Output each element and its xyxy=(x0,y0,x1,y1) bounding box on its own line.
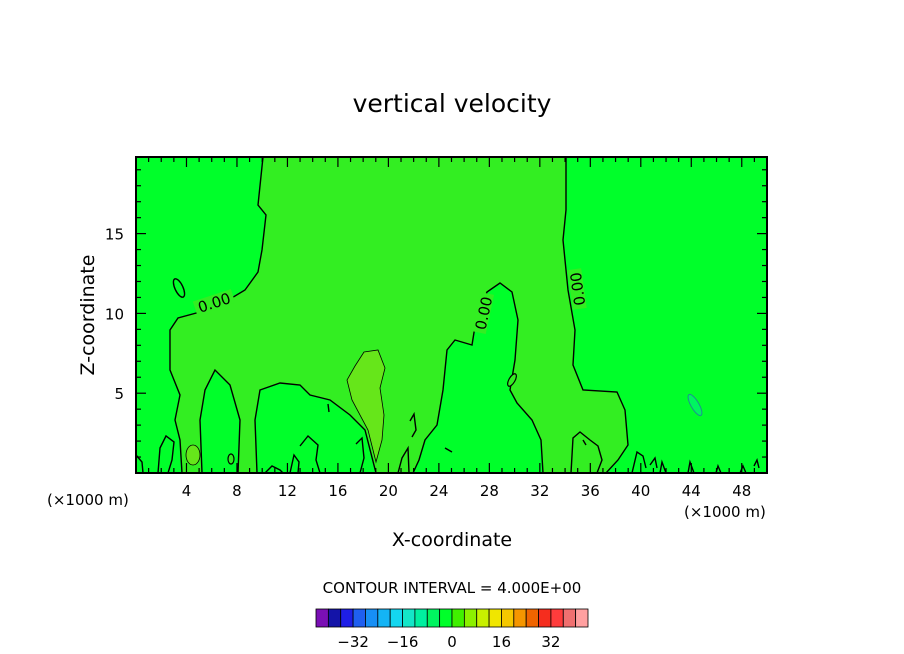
small-contour xyxy=(227,453,235,465)
colorbar-swatch xyxy=(476,608,490,628)
contour-label: 0.00 xyxy=(567,271,589,307)
small-contour xyxy=(507,373,517,387)
colorbar-swatch xyxy=(377,608,391,628)
colorbar-swatch xyxy=(340,608,354,628)
colorbar-swatch xyxy=(402,608,416,628)
small-contour xyxy=(185,444,201,466)
x-tick-label: 4 xyxy=(182,482,192,500)
colorbar-swatch xyxy=(451,608,465,628)
x-tick-label: 28 xyxy=(480,482,499,500)
plot-area: 0.00 0.00 0.00 xyxy=(136,157,767,473)
colorbar-swatch xyxy=(327,608,342,628)
colorbar-swatch xyxy=(352,608,366,628)
colorbar-swatch xyxy=(426,608,441,628)
colorbar-tick-label: 0 xyxy=(447,633,457,651)
chart-title: vertical velocity xyxy=(353,89,552,118)
x-tick-label: 12 xyxy=(278,482,297,500)
x-tick-label: 44 xyxy=(682,482,701,500)
positive-region xyxy=(169,157,629,473)
x-tick-label: 8 xyxy=(232,482,242,500)
surface-contours xyxy=(136,403,760,473)
positive-core xyxy=(346,349,386,464)
colorbar-tick-label: −16 xyxy=(387,633,419,651)
colorbar-labels: −32 −16 0 16 32 xyxy=(337,633,560,651)
colorbar-swatch xyxy=(513,608,527,628)
y-tick-label: 5 xyxy=(114,385,124,403)
negative-contour xyxy=(687,393,703,417)
colorbar-swatch xyxy=(463,608,478,628)
y-axis: 5 10 15 xyxy=(105,169,767,458)
x-unit-right: (×1000 m) xyxy=(684,503,766,521)
x-tick-label: 40 xyxy=(631,482,650,500)
y-axis-label: Z-coordinate xyxy=(77,255,99,376)
colorbar-tick-label: 32 xyxy=(541,633,560,651)
x-tick-label: 32 xyxy=(530,482,549,500)
x-axis: 4 8 12 16 20 24 28 32 36 40 44 48 xyxy=(148,157,755,500)
contour-labels: 0.00 0.00 0.00 xyxy=(192,268,589,335)
x-tick-label: 16 xyxy=(328,482,347,500)
colorbar-swatch xyxy=(501,608,515,628)
colorbar-swatch xyxy=(488,608,502,628)
colorbar-swatch xyxy=(575,608,589,628)
x-tick-label: 36 xyxy=(581,482,600,500)
colorbar-swatch xyxy=(550,608,564,628)
x-unit-left: (×1000 m) xyxy=(47,491,129,509)
colorbar-swatch xyxy=(414,608,428,628)
x-tick-label: 48 xyxy=(732,482,751,500)
colorbar-swatch xyxy=(525,608,539,628)
colorbar-swatch xyxy=(538,608,552,628)
contour-interval-label: CONTOUR INTERVAL = 4.000E+00 xyxy=(323,579,582,597)
colorbar-swatch xyxy=(365,608,379,628)
y-tick-label: 15 xyxy=(105,226,124,244)
small-contour xyxy=(172,278,186,298)
colorbar-swatch xyxy=(389,608,403,628)
x-tick-label: 24 xyxy=(429,482,448,500)
colorbar-swatch xyxy=(439,608,453,628)
colorbar-swatch xyxy=(562,608,577,628)
x-axis-label: X-coordinate xyxy=(392,529,512,551)
colorbar xyxy=(315,608,589,628)
x-tick-label: 20 xyxy=(379,482,398,500)
colorbar-tick-label: −32 xyxy=(337,633,369,651)
colorbar-swatch xyxy=(315,608,329,628)
colorbar-tick-label: 16 xyxy=(492,633,511,651)
y-tick-label: 10 xyxy=(105,305,124,323)
